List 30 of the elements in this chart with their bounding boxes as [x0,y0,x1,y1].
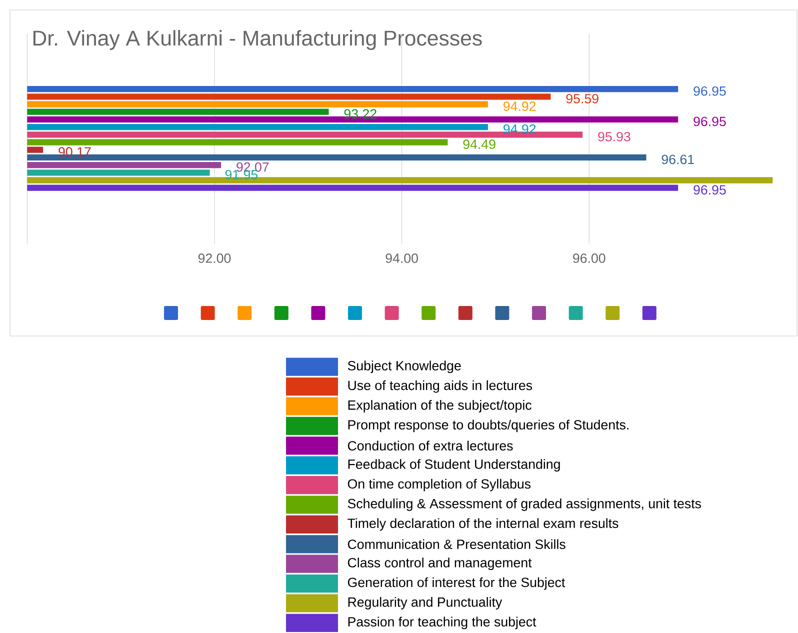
data-label: 96.61 [662,154,694,164]
legend-label: Passion for teaching the subject [348,616,536,630]
data-label: 94.49 [463,140,496,149]
data-label: 94.92 [504,124,536,134]
x-tick-label: 96.00 [573,254,606,263]
data-label: 90.17 [58,147,91,157]
legend-label: Use of teaching aids in lectures [348,380,532,393]
legend-label: Regularity and Punctuality [348,597,502,610]
data-label: 92.07 [236,162,269,172]
legend-label: Timely declaration of the internal exam results [348,518,618,531]
data-label: 95.93 [598,132,630,142]
legend-label: Communication & Presentation Skills [348,539,566,550]
legend-label: Conduction of extra lectures [348,440,513,451]
x-tick-label: 94.00 [386,254,418,263]
legend-label: Scheduling & Assessment of graded assignments, unit tests [348,498,702,511]
x-tick-label: 92.00 [198,254,231,263]
legend-label: Explanation of the subject/topic [348,400,532,412]
data-label: 96.95 [694,116,726,126]
legend-label: Subject Knowledge [348,360,461,374]
data-label: 96.95 [694,86,726,96]
data-label: 96.95 [694,185,726,195]
legend-label: Prompt response to doubts/queries of Students. [348,420,628,432]
data-label: 95.59 [566,94,598,104]
data-label: 94.92 [504,102,536,111]
legend-label: Class control and management [348,558,532,570]
chart-title: Dr. Vinay A Kulkarni - Manufacturing Processes [33,30,482,50]
legend-label: On time completion of Syllabus [348,478,531,492]
legend-label: Feedback of Student Understanding [348,459,560,472]
legend-label: Generation of interest for the Subject [348,577,566,590]
data-label: 93.22 [344,109,376,119]
